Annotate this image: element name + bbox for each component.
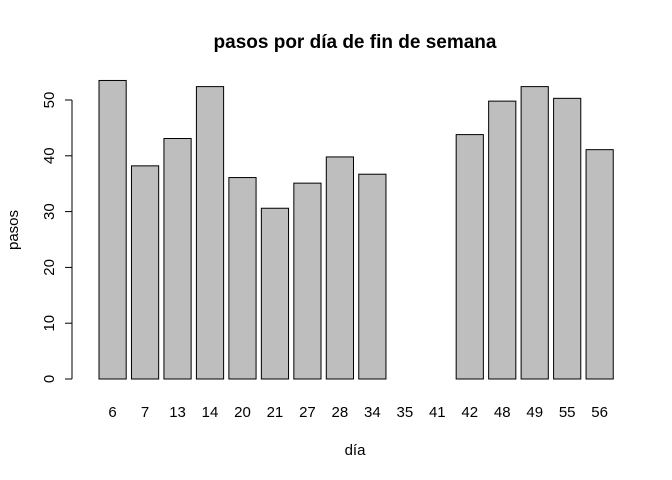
x-tick-label-41: 41 — [429, 404, 446, 421]
x-tick-label-28: 28 — [332, 404, 349, 421]
bar-34 — [358, 173, 387, 380]
x-tick-labels: 6 7 13 14 20 21 27 28 34 35 41 42 48 49 55 56 — [108, 404, 608, 421]
bar-56 — [585, 149, 614, 380]
bar-14 — [195, 86, 225, 380]
bar-55 — [553, 97, 582, 380]
bar-7 — [130, 165, 160, 380]
x-tick-label-42: 42 — [461, 404, 478, 421]
x-tick-label-13: 13 — [169, 404, 186, 421]
bar-48 — [488, 100, 517, 380]
x-tick-label-55: 55 — [559, 404, 576, 421]
x-tick-label-7: 7 — [141, 404, 149, 421]
bar-21 — [260, 207, 290, 380]
y-tick-label-50: 50 — [41, 92, 58, 109]
x-tick-label-48: 48 — [494, 404, 511, 421]
bar-20 — [228, 177, 257, 380]
bars-group — [98, 79, 614, 380]
x-tick-label-34: 34 — [364, 404, 381, 421]
y-tick-label-40: 40 — [41, 147, 58, 164]
bar-42 — [455, 134, 484, 380]
x-tick-label-6: 6 — [108, 404, 116, 421]
bar-28 — [325, 156, 354, 380]
bar-27 — [293, 182, 322, 380]
x-axis-label: día — [345, 442, 367, 459]
y-tick-label-30: 30 — [41, 203, 58, 220]
bar-13 — [163, 138, 192, 380]
y-tick-label-20: 20 — [41, 259, 58, 276]
x-tick-label-35: 35 — [396, 404, 413, 421]
y-tick-label-0: 0 — [41, 375, 58, 383]
x-tick-label-49: 49 — [526, 404, 543, 421]
x-tick-label-20: 20 — [234, 404, 251, 421]
x-tick-label-14: 14 — [202, 404, 219, 421]
chart-title: pasos por día de fin de semana — [214, 32, 497, 53]
x-tick-label-56: 56 — [591, 404, 608, 421]
y-tick-label-10: 10 — [41, 315, 58, 332]
bar-49 — [520, 86, 549, 380]
bar-6 — [98, 79, 127, 380]
y-axis: 0 10 20 30 40 50 — [41, 92, 73, 383]
y-axis-label: pasos — [5, 210, 22, 250]
x-tick-label-27: 27 — [299, 404, 316, 421]
x-tick-label-21: 21 — [267, 404, 284, 421]
